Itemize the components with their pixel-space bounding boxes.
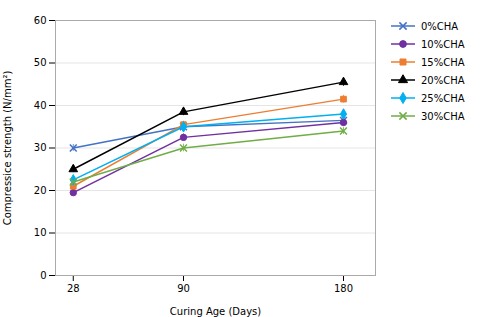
svg-text:Curing Age (Days): Curing Age (Days) bbox=[170, 306, 261, 317]
svg-text:180: 180 bbox=[334, 283, 353, 294]
svg-text:28: 28 bbox=[67, 283, 80, 294]
svg-text:20: 20 bbox=[34, 185, 47, 196]
html-text:30%CHA: 30%CHA bbox=[421, 110, 465, 122]
svg-text:Compressice strength (N/mm²): Compressice strength (N/mm²) bbox=[2, 71, 13, 226]
svg-text:90: 90 bbox=[177, 283, 190, 294]
svg-text:30: 30 bbox=[34, 142, 47, 153]
svg-text:40: 40 bbox=[34, 100, 47, 111]
html-text:10%CHA: 10%CHA bbox=[421, 38, 465, 50]
html-text:0%CHA: 0%CHA bbox=[421, 20, 459, 32]
svg-text:60: 60 bbox=[34, 15, 47, 26]
svg-text:0: 0 bbox=[40, 270, 46, 281]
html-text:15%CHA: 15%CHA bbox=[421, 56, 465, 68]
html-text:20%CHA: 20%CHA bbox=[421, 74, 465, 86]
svg-text:50: 50 bbox=[34, 57, 47, 68]
html-text:25%CHA: 25%CHA bbox=[421, 92, 465, 104]
svg-text:10: 10 bbox=[34, 227, 47, 238]
